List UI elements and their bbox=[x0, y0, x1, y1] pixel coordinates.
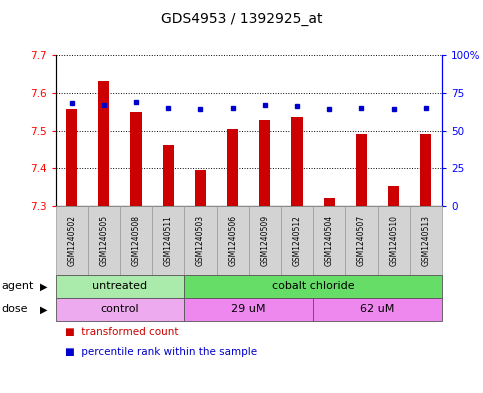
Text: agent: agent bbox=[1, 281, 33, 292]
Bar bbox=[66, 109, 77, 206]
Text: cobalt chloride: cobalt chloride bbox=[272, 281, 355, 292]
Bar bbox=[324, 198, 335, 206]
Text: control: control bbox=[100, 304, 139, 314]
Text: 62 uM: 62 uM bbox=[360, 304, 395, 314]
Text: GSM1240506: GSM1240506 bbox=[228, 215, 237, 266]
Text: untreated: untreated bbox=[92, 281, 147, 292]
Text: ■  transformed count: ■ transformed count bbox=[65, 327, 179, 336]
Bar bbox=[388, 185, 399, 206]
Bar bbox=[98, 81, 110, 206]
Bar bbox=[291, 118, 303, 206]
Text: GSM1240513: GSM1240513 bbox=[421, 215, 430, 266]
Bar bbox=[163, 145, 174, 206]
Bar bbox=[195, 171, 206, 206]
Text: GSM1240507: GSM1240507 bbox=[357, 215, 366, 266]
Bar bbox=[227, 129, 238, 206]
Text: ■  percentile rank within the sample: ■ percentile rank within the sample bbox=[65, 347, 257, 357]
Text: GSM1240508: GSM1240508 bbox=[131, 215, 141, 266]
Text: GSM1240505: GSM1240505 bbox=[99, 215, 108, 266]
Bar bbox=[259, 120, 270, 206]
Text: ▶: ▶ bbox=[40, 281, 47, 292]
Text: GSM1240504: GSM1240504 bbox=[325, 215, 334, 266]
Text: GSM1240511: GSM1240511 bbox=[164, 215, 173, 266]
Text: GSM1240510: GSM1240510 bbox=[389, 215, 398, 266]
Text: ▶: ▶ bbox=[40, 304, 47, 314]
Text: GSM1240509: GSM1240509 bbox=[260, 215, 270, 266]
Bar bbox=[420, 134, 431, 206]
Bar bbox=[356, 134, 367, 206]
Text: GSM1240512: GSM1240512 bbox=[293, 215, 301, 266]
Bar bbox=[130, 112, 142, 206]
Text: dose: dose bbox=[1, 304, 28, 314]
Text: 29 uM: 29 uM bbox=[231, 304, 266, 314]
Text: GSM1240503: GSM1240503 bbox=[196, 215, 205, 266]
Text: GDS4953 / 1392925_at: GDS4953 / 1392925_at bbox=[161, 12, 322, 26]
Text: GSM1240502: GSM1240502 bbox=[67, 215, 76, 266]
